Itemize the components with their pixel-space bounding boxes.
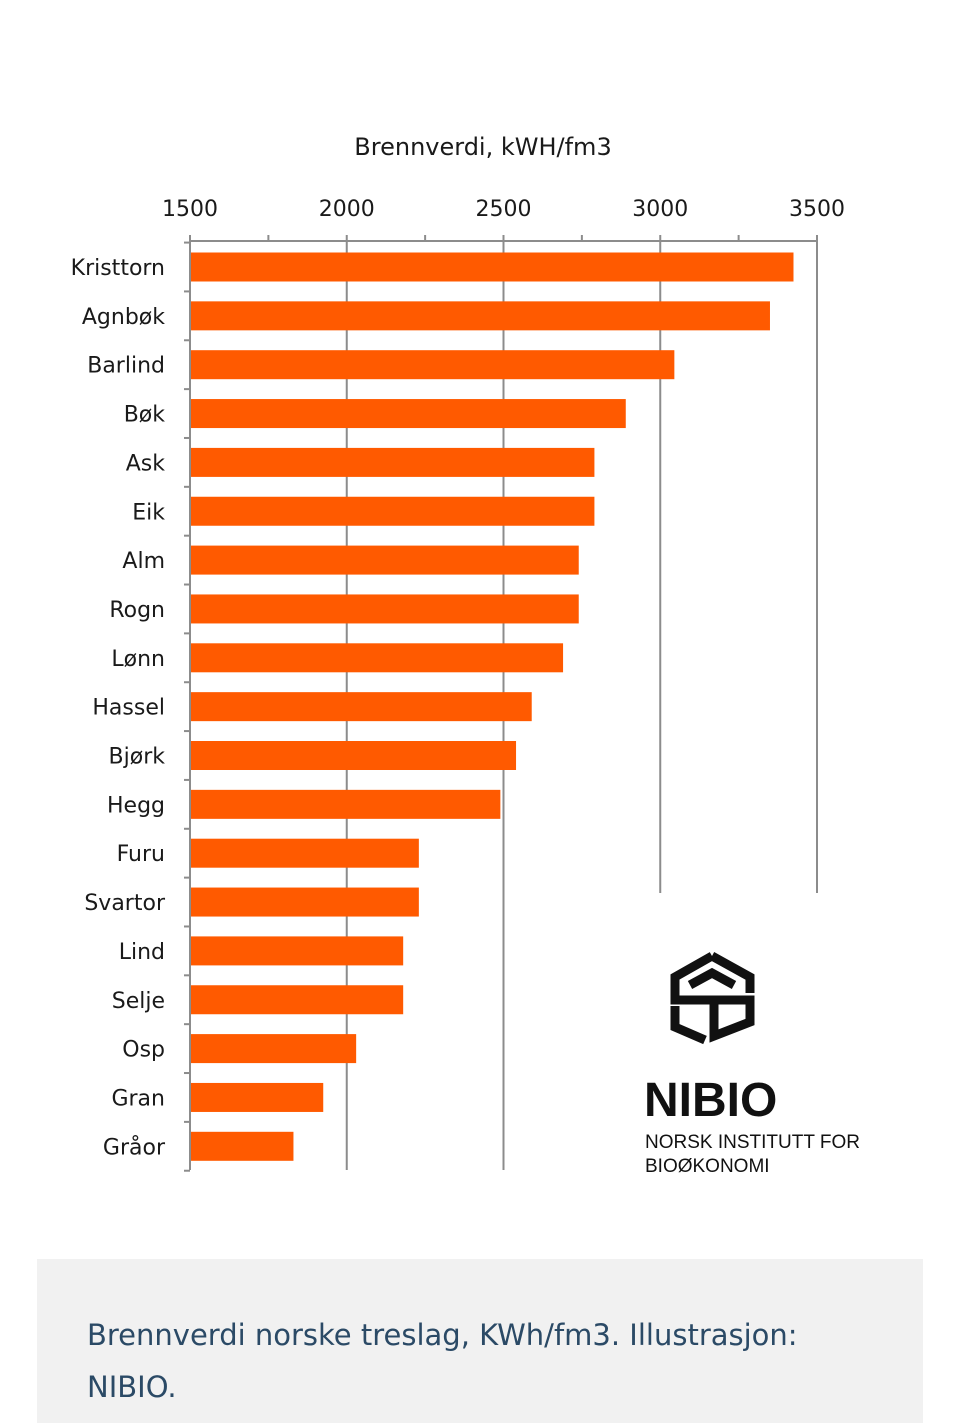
category-label: Barlind (87, 354, 165, 379)
bar (191, 399, 626, 429)
category-labels: Kristtorn Agnbøk Barlind Bøk Ask Eik Alm Rogn Lø… (71, 256, 166, 1160)
category-label: Selje (112, 989, 165, 1014)
x-tick-label: 3500 (789, 197, 845, 222)
category-label: Lind (119, 940, 165, 965)
category-label: Osp (122, 1038, 165, 1063)
bar (191, 789, 501, 819)
category-label: Furu (117, 842, 165, 867)
caption-text: Brennverdi norske treslag, KWh/fm3. Illu… (87, 1318, 798, 1404)
bar (191, 350, 675, 380)
logo-subtitle-line1: NORSK INSTITUTT FOR (645, 1132, 860, 1153)
bar (191, 301, 770, 331)
x-tick-label: 1500 (162, 197, 218, 222)
bar (191, 594, 579, 624)
category-label: Alm (122, 549, 165, 574)
category-label: Agnbøk (82, 305, 165, 330)
category-label: Kristtorn (71, 256, 165, 281)
chart-container: Brennverdi, kWH/fm3 1500 2000 2500 3000 3500… (71, 133, 860, 1177)
bar (191, 1131, 294, 1161)
axes: 1500 2000 2500 3000 3500 (162, 197, 845, 1172)
bars (191, 252, 794, 1161)
bar (191, 1034, 357, 1064)
figure-caption: Brennverdi norske treslag, KWh/fm3. Illu… (37, 1259, 923, 1423)
category-label: Hassel (92, 696, 165, 721)
bar (191, 1082, 324, 1112)
category-label: Svartor (84, 891, 166, 916)
bar (191, 741, 517, 770)
bar (191, 692, 532, 722)
bar (191, 496, 595, 526)
bar (191, 838, 419, 868)
logo-subtitle-line2: BIOØKONOMI (645, 1156, 770, 1177)
nibio-logo-icon (670, 952, 755, 1045)
category-label: Bøk (124, 403, 166, 428)
bar (191, 252, 794, 282)
bar (191, 447, 595, 477)
x-tick-label: 2500 (476, 197, 532, 222)
chart-title: Brennverdi, kWH/fm3 (354, 133, 611, 161)
category-label: Eik (132, 500, 165, 525)
bar (191, 643, 564, 673)
category-label: Lønn (111, 647, 165, 672)
category-label: Bjørk (109, 745, 166, 770)
bar (191, 545, 579, 575)
bar (191, 985, 404, 1015)
category-label: Hegg (107, 793, 165, 818)
category-label: Ask (126, 451, 166, 476)
bar (191, 936, 404, 966)
bar (191, 887, 419, 917)
category-label: Rogn (109, 598, 165, 623)
x-tick-label: 2000 (319, 197, 375, 222)
category-label: Gran (111, 1086, 165, 1111)
logo-name: NIBIO (644, 1074, 777, 1127)
x-tick-label: 3000 (632, 197, 688, 222)
bar-chart: Brennverdi, kWH/fm3 1500 2000 2500 3000 3500… (71, 133, 860, 1177)
nibio-logo: NIBIO NORSK INSTITUTT FOR BIOØKONOMI (644, 952, 860, 1177)
category-label: Gråor (103, 1134, 166, 1160)
